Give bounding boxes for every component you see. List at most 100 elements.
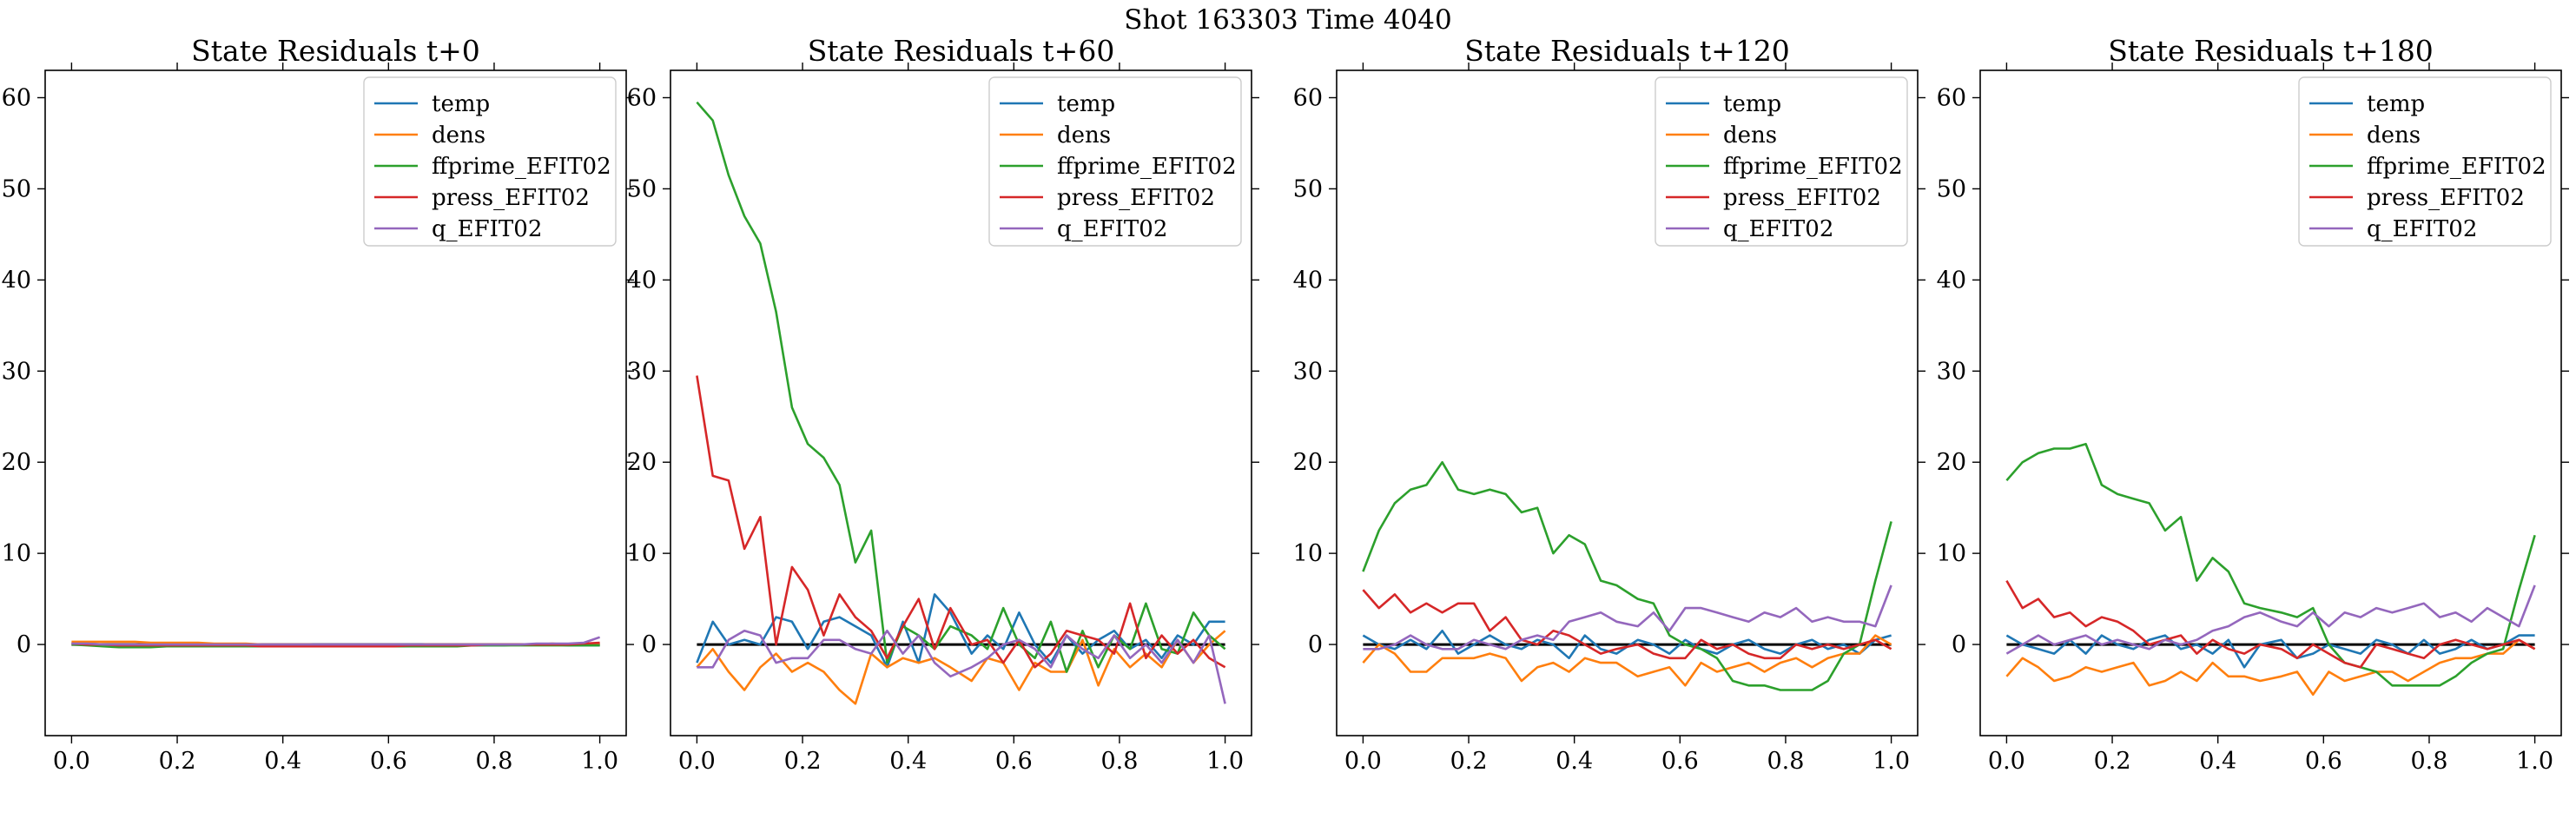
axes-frame bbox=[44, 69, 627, 736]
y-tick-label: 10 bbox=[1937, 540, 1966, 567]
series-line-ffprime-efit02 bbox=[1362, 460, 1892, 691]
legend-label: dens bbox=[432, 122, 485, 149]
series-line-press-efit02 bbox=[2005, 579, 2536, 669]
panel-title: State Residuals t+60 bbox=[808, 34, 1115, 68]
legend: temp dens ffprime_EFIT02 press_EFIT02 q_EFIT… bbox=[988, 76, 1242, 247]
x-tick-label: 0.8 bbox=[1767, 748, 1804, 775]
series-line-dens bbox=[696, 630, 1226, 705]
axes-frame bbox=[1979, 69, 2562, 736]
x-tick-label: 1.0 bbox=[2516, 748, 2553, 775]
legend-label: ffprime_EFIT02 bbox=[2367, 154, 2546, 180]
legend-label: temp bbox=[2367, 91, 2425, 117]
y-tick-label: 50 bbox=[1937, 175, 1966, 202]
panel-0: State Residuals t+0 0.0 0.2 0.4 0.6 0.8 1.0 0 10… bbox=[2, 34, 634, 775]
y-tick-label: 20 bbox=[1293, 449, 1323, 476]
series-line-dens bbox=[2005, 638, 2536, 697]
x-tick-label: 0.2 bbox=[784, 748, 822, 775]
y-tick-label: 60 bbox=[1293, 84, 1323, 111]
x-tick-label: 0.2 bbox=[159, 748, 196, 775]
panel-1: State Residuals t+60 0.0 0.2 0.4 0.6 0.8 1.0 0 1… bbox=[627, 34, 1259, 775]
x-tick-label: 0.4 bbox=[1556, 748, 1593, 775]
y-tick-label: 10 bbox=[2, 540, 31, 567]
x-tick-label: 0.0 bbox=[678, 748, 716, 775]
panel-title: State Residuals t+180 bbox=[2108, 34, 2434, 68]
x-tick-label: 0.8 bbox=[1100, 748, 1138, 775]
y-tick-label: 60 bbox=[627, 84, 657, 111]
y-tick-label: 0 bbox=[1308, 631, 1323, 658]
legend-label: q_EFIT02 bbox=[1723, 216, 1833, 242]
panel-2: State Residuals t+120 0.0 0.2 0.4 0.6 0.8 1.0 0… bbox=[1293, 34, 1925, 775]
panels: State Residuals t+0 0.0 0.2 0.4 0.6 0.8 1.0 0 10… bbox=[2, 34, 2569, 775]
legend-box bbox=[2298, 76, 2552, 247]
series-line-q-efit02 bbox=[697, 629, 1226, 704]
x-tick-label: 1.0 bbox=[1206, 748, 1244, 775]
series-line-press-efit02 bbox=[1362, 589, 1892, 660]
legend-label: q_EFIT02 bbox=[1057, 216, 1167, 242]
x-tick-label: 0.6 bbox=[2305, 748, 2342, 775]
y-tick-label: 20 bbox=[627, 449, 657, 476]
legend-label: dens bbox=[1723, 122, 1777, 149]
y-tick-label: 30 bbox=[2, 358, 31, 385]
y-tick-label: 20 bbox=[1937, 449, 1966, 476]
y-tick-label: 10 bbox=[1293, 540, 1323, 567]
x-tick-label: 0.6 bbox=[1661, 748, 1699, 775]
legend-box bbox=[363, 76, 617, 247]
y-tick-label: 60 bbox=[2, 84, 31, 111]
y-tick-label: 0 bbox=[1952, 631, 1966, 658]
y-tick-label: 30 bbox=[627, 358, 657, 385]
series-line-press-efit02 bbox=[696, 375, 1226, 669]
legend-label: press_EFIT02 bbox=[1057, 185, 1215, 211]
x-tick-label: 0.2 bbox=[1450, 748, 1488, 775]
series-line-temp bbox=[696, 593, 1225, 669]
x-tick-label: 1.0 bbox=[581, 748, 618, 775]
series-line-q-efit02 bbox=[2005, 585, 2536, 655]
figure-suptitle: Shot 163303 Time 4040 bbox=[1124, 4, 1451, 36]
y-tick-label: 60 bbox=[1937, 84, 1966, 111]
y-tick-label: 40 bbox=[2, 267, 31, 294]
x-tick-label: 0.4 bbox=[889, 748, 927, 775]
legend: temp dens ffprime_EFIT02 press_EFIT02 q_EFIT… bbox=[363, 76, 617, 247]
y-tick-label: 20 bbox=[2, 449, 31, 476]
x-tick-label: 0.8 bbox=[2410, 748, 2447, 775]
y-tick-label: 50 bbox=[627, 175, 657, 202]
series-line-ffprime-efit02 bbox=[696, 101, 1226, 673]
y-tick-label: 0 bbox=[642, 631, 657, 658]
x-tick-label: 0.0 bbox=[53, 748, 90, 775]
y-tick-label: 0 bbox=[17, 631, 31, 658]
y-tick-label: 40 bbox=[1293, 267, 1323, 294]
legend-label: temp bbox=[1723, 91, 1781, 117]
panel-title: State Residuals t+0 bbox=[191, 34, 480, 68]
x-tick-label: 0.0 bbox=[1988, 748, 2025, 775]
series-line-q-efit02 bbox=[1363, 585, 1892, 651]
legend-label: press_EFIT02 bbox=[432, 185, 590, 211]
legend-box bbox=[1655, 76, 1908, 247]
series-line-temp bbox=[2005, 634, 2535, 669]
axes-frame bbox=[1336, 69, 1919, 736]
x-tick-label: 0.4 bbox=[2199, 748, 2236, 775]
x-tick-label: 0.2 bbox=[2094, 748, 2131, 775]
legend-box bbox=[988, 76, 1242, 247]
legend-label: q_EFIT02 bbox=[2367, 216, 2477, 242]
legend-label: press_EFIT02 bbox=[2367, 185, 2525, 211]
y-tick-label: 40 bbox=[627, 267, 657, 294]
legend-label: q_EFIT02 bbox=[432, 216, 542, 242]
panel-3: State Residuals t+180 0.0 0.2 0.4 0.6 0.8 1.0 0… bbox=[1937, 34, 2569, 775]
y-tick-label: 50 bbox=[1293, 175, 1323, 202]
x-tick-label: 0.0 bbox=[1344, 748, 1382, 775]
x-tick-label: 1.0 bbox=[1873, 748, 1910, 775]
x-tick-label: 0.4 bbox=[264, 748, 301, 775]
legend: temp dens ffprime_EFIT02 press_EFIT02 q_EFIT… bbox=[2298, 76, 2552, 247]
x-tick-label: 0.6 bbox=[995, 748, 1033, 775]
x-tick-label: 0.6 bbox=[370, 748, 407, 775]
legend-label: press_EFIT02 bbox=[1723, 185, 1881, 211]
legend-label: temp bbox=[432, 91, 490, 117]
y-tick-label: 50 bbox=[2, 175, 31, 202]
legend-label: temp bbox=[1057, 91, 1115, 117]
legend: temp dens ffprime_EFIT02 press_EFIT02 q_EFIT… bbox=[1655, 76, 1908, 247]
legend-label: ffprime_EFIT02 bbox=[432, 154, 611, 180]
legend-label: ffprime_EFIT02 bbox=[1057, 154, 1237, 180]
legend-label: ffprime_EFIT02 bbox=[1723, 154, 1903, 180]
axes-frame bbox=[670, 69, 1252, 736]
legend-label: dens bbox=[2367, 122, 2421, 149]
